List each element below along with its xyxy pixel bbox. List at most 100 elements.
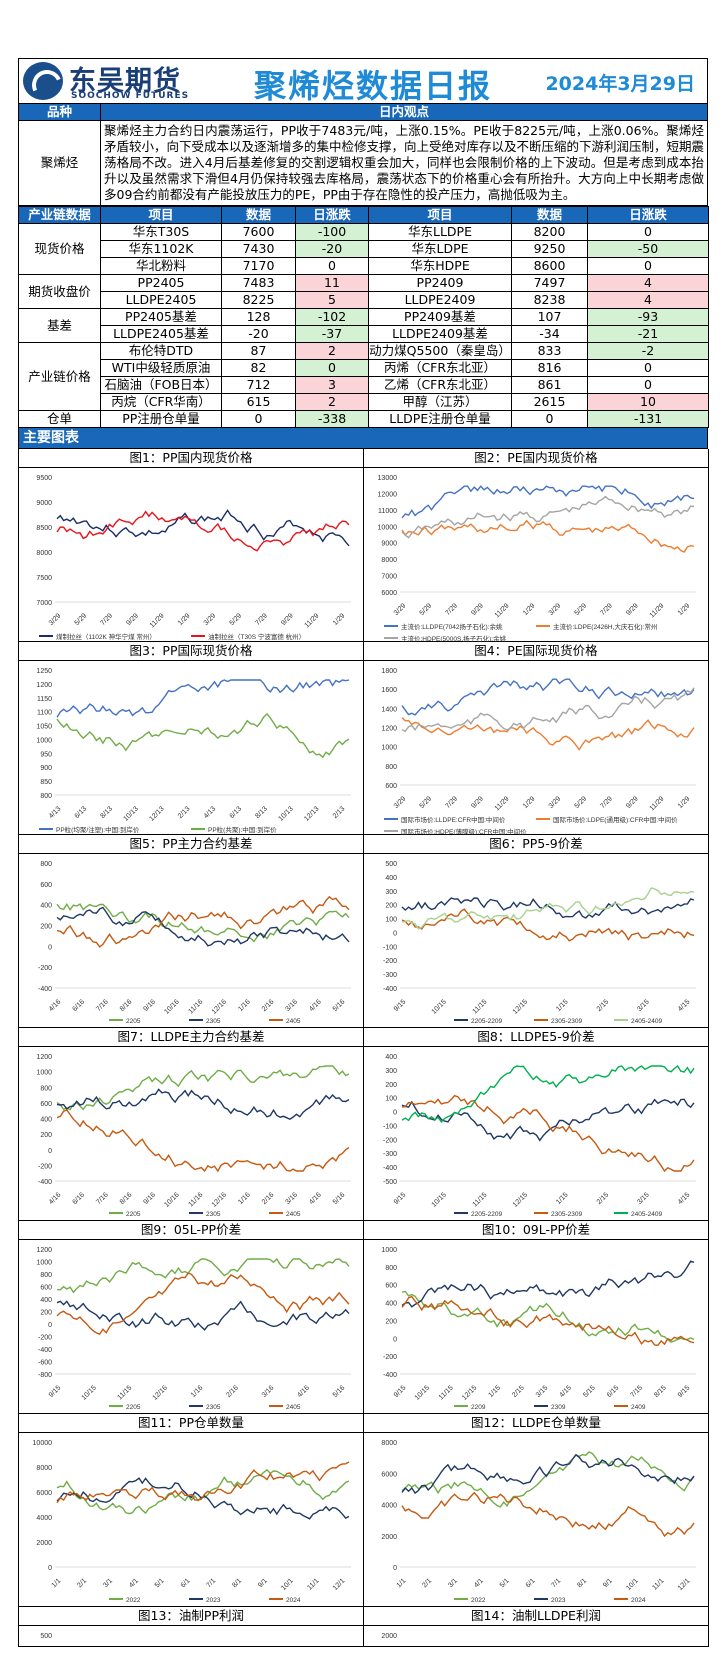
x-tick-label: 12/1 xyxy=(677,1577,692,1592)
series-line xyxy=(401,1491,695,1538)
chart-plot: 1000 800 600 400 200 0 -200 -400 9/15 10/15 11/15 1… xyxy=(381,1247,696,1411)
x-tick-label: 2/16 xyxy=(261,1191,276,1206)
y-tick-label: 500 xyxy=(385,861,397,868)
y-tick-label: 2000 xyxy=(381,1633,397,1640)
y-tick-label: -100 xyxy=(383,1123,397,1130)
y-tick-label: -200 xyxy=(383,1354,397,1361)
item-change: -102 xyxy=(295,308,369,326)
legend-label: 国际市场价:LDPE(通用级):CFR中国:中间价 xyxy=(553,815,678,824)
item-value: 816 xyxy=(511,359,588,377)
item-name: 华东T30S xyxy=(100,223,222,241)
x-tick-label: 3/29 xyxy=(393,795,408,810)
x-tick-label: 9/29 xyxy=(470,795,485,810)
x-tick-label: 5/1 xyxy=(154,1577,166,1589)
x-tick-label: 10/15 xyxy=(431,1191,448,1208)
legend-label: 2205 xyxy=(126,1018,141,1025)
x-tick-label: 8/1 xyxy=(576,1577,588,1589)
chart-caption: 图13：油制PP利润 xyxy=(19,1607,363,1626)
x-tick-label: 9/29 xyxy=(625,602,640,617)
x-tick-label: 12/15 xyxy=(512,998,529,1015)
item-value: 615 xyxy=(221,393,296,411)
legend-label: 2405-2409 xyxy=(631,1211,662,1218)
table-header-6: 日涨跌 xyxy=(587,206,709,224)
series-line xyxy=(401,687,695,733)
chart-plot: 9500 9000 8500 8000 7500 7000 3/29 5/29 7/29 9/29… xyxy=(36,475,351,641)
x-tick-label: 1/16 xyxy=(190,1384,205,1399)
legend-label: 2305-2309 xyxy=(551,1018,582,1025)
x-tick-label: 2/15 xyxy=(596,998,611,1013)
y-tick-label: -400 xyxy=(38,1179,52,1186)
item-change: 0 xyxy=(587,257,709,275)
y-tick-label: 9000 xyxy=(381,541,397,548)
x-tick-label: 5/16 xyxy=(332,998,347,1013)
chart-plot: 13000 12000 11000 10000 9000 8000 7000 6000 3/29… xyxy=(378,475,696,642)
x-tick-label: 4/16 xyxy=(48,1191,63,1206)
item-change: -93 xyxy=(587,308,709,326)
chart-3: 图3：PP国际现货价格 1250 1200 1150 1100 1050 1000 950 90… xyxy=(19,642,364,835)
chart-12: 图12：LLDPE仓单数量 8000 6000 4000 2000 0 1/1 2/1 3/1 4… xyxy=(364,1414,709,1607)
x-tick-label: 2/13 xyxy=(332,805,347,820)
legend-label: 油制拉丝（T30S 宁波富德 杭州） xyxy=(208,632,305,641)
item-value: 107 xyxy=(511,308,588,326)
item-name: PP2409 xyxy=(368,274,512,292)
x-tick-label: 2/15 xyxy=(596,1191,611,1206)
item-change: 11 xyxy=(295,274,369,292)
group-label: 期货收盘价 xyxy=(18,274,101,309)
item-change: 0 xyxy=(295,257,369,275)
chart-plot: 1800 1600 1400 1200 1000 800 600 3/29 5/29 7/29 9/… xyxy=(381,668,696,835)
x-tick-label: 7/29 xyxy=(599,795,614,810)
y-tick-label: 1400 xyxy=(381,706,397,713)
x-tick-label: 2/16 xyxy=(225,1384,240,1399)
item-value: 2615 xyxy=(511,393,588,411)
item-name: 布伦特DTD xyxy=(100,342,222,360)
x-tick-label: 5/29 xyxy=(74,612,89,627)
chart-caption: 图9：05L-PP价差 xyxy=(19,1221,363,1240)
chart-1: 图1：PP国内现货价格 9500 9000 8500 8000 7500 7000 3/29 5… xyxy=(19,449,364,642)
legend-label: 2205 xyxy=(126,1211,141,1218)
x-tick-label: 1/29 xyxy=(332,612,347,627)
legend-label: 2209 xyxy=(471,1404,486,1411)
x-tick-label: 9/1 xyxy=(257,1577,269,1589)
item-change: 2 xyxy=(295,393,369,411)
item-name: LLDPE2409 xyxy=(368,291,512,309)
table-row: 现货价格 华东T30S 7600 -100 华东LLDPE 8200 0 xyxy=(18,223,709,275)
item-value: 0 xyxy=(511,410,588,428)
x-tick-label: 5/16 xyxy=(332,1191,347,1206)
table-row: 期货收盘价 PP2405 7483 11 PP2409 7497 4 xyxy=(18,274,709,309)
legend-label: PP粒(共聚):中国:到岸价 xyxy=(208,825,277,834)
chart-4: 图4：PE国际现货价格 1800 1600 1400 1200 1000 800 600 3/2… xyxy=(364,642,709,835)
item-name: 甲醇（江苏） xyxy=(368,393,512,411)
item-name: LLDPE2405 xyxy=(100,291,222,309)
y-tick-label: -300 xyxy=(383,972,397,979)
y-tick-label: 600 xyxy=(385,783,397,790)
company-name-en: SOOCHOW FUTURES xyxy=(71,91,190,101)
item-value: 82 xyxy=(221,359,296,377)
y-tick-label: 400 xyxy=(40,903,52,910)
x-tick-label: 4/15 xyxy=(677,998,692,1013)
industry-data-table: 产业链数据 项目 数据 日涨跌 项目 数据 日涨跌 现货价格 华东T30S 7600 -100 华东L… xyxy=(18,206,709,428)
charts-section-title: 主要图表 xyxy=(18,428,708,449)
x-tick-label: 8/16 xyxy=(119,998,134,1013)
series-line xyxy=(56,1065,350,1111)
report-title: 聚烯烃数据日报 xyxy=(254,67,493,105)
x-tick-label: 2/16 xyxy=(261,998,276,1013)
y-tick-label: 800 xyxy=(40,1085,52,1092)
y-tick-label: 6000 xyxy=(36,1490,52,1497)
legend-label: 2405-2409 xyxy=(631,1018,662,1025)
x-tick-label: 9/16 xyxy=(142,1191,157,1206)
y-tick-label: 100 xyxy=(385,917,397,924)
item-value: 0 xyxy=(221,410,296,428)
x-tick-label: 11/29 xyxy=(649,602,666,619)
item-value: 87 xyxy=(221,342,296,360)
soochow-logo-icon xyxy=(23,62,63,100)
chart-caption: 图4：PE国际现货价格 xyxy=(364,642,708,661)
legend-label: 2023 xyxy=(206,1597,221,1604)
legend-label: 2023 xyxy=(551,1597,566,1604)
series-line xyxy=(56,679,350,718)
series-line xyxy=(56,895,350,948)
y-tick-label: 400 xyxy=(385,875,397,882)
y-tick-label: 600 xyxy=(40,1285,52,1292)
y-tick-label: 200 xyxy=(40,1310,52,1317)
y-tick-label: -400 xyxy=(383,1372,397,1379)
y-tick-label: -200 xyxy=(383,1137,397,1144)
